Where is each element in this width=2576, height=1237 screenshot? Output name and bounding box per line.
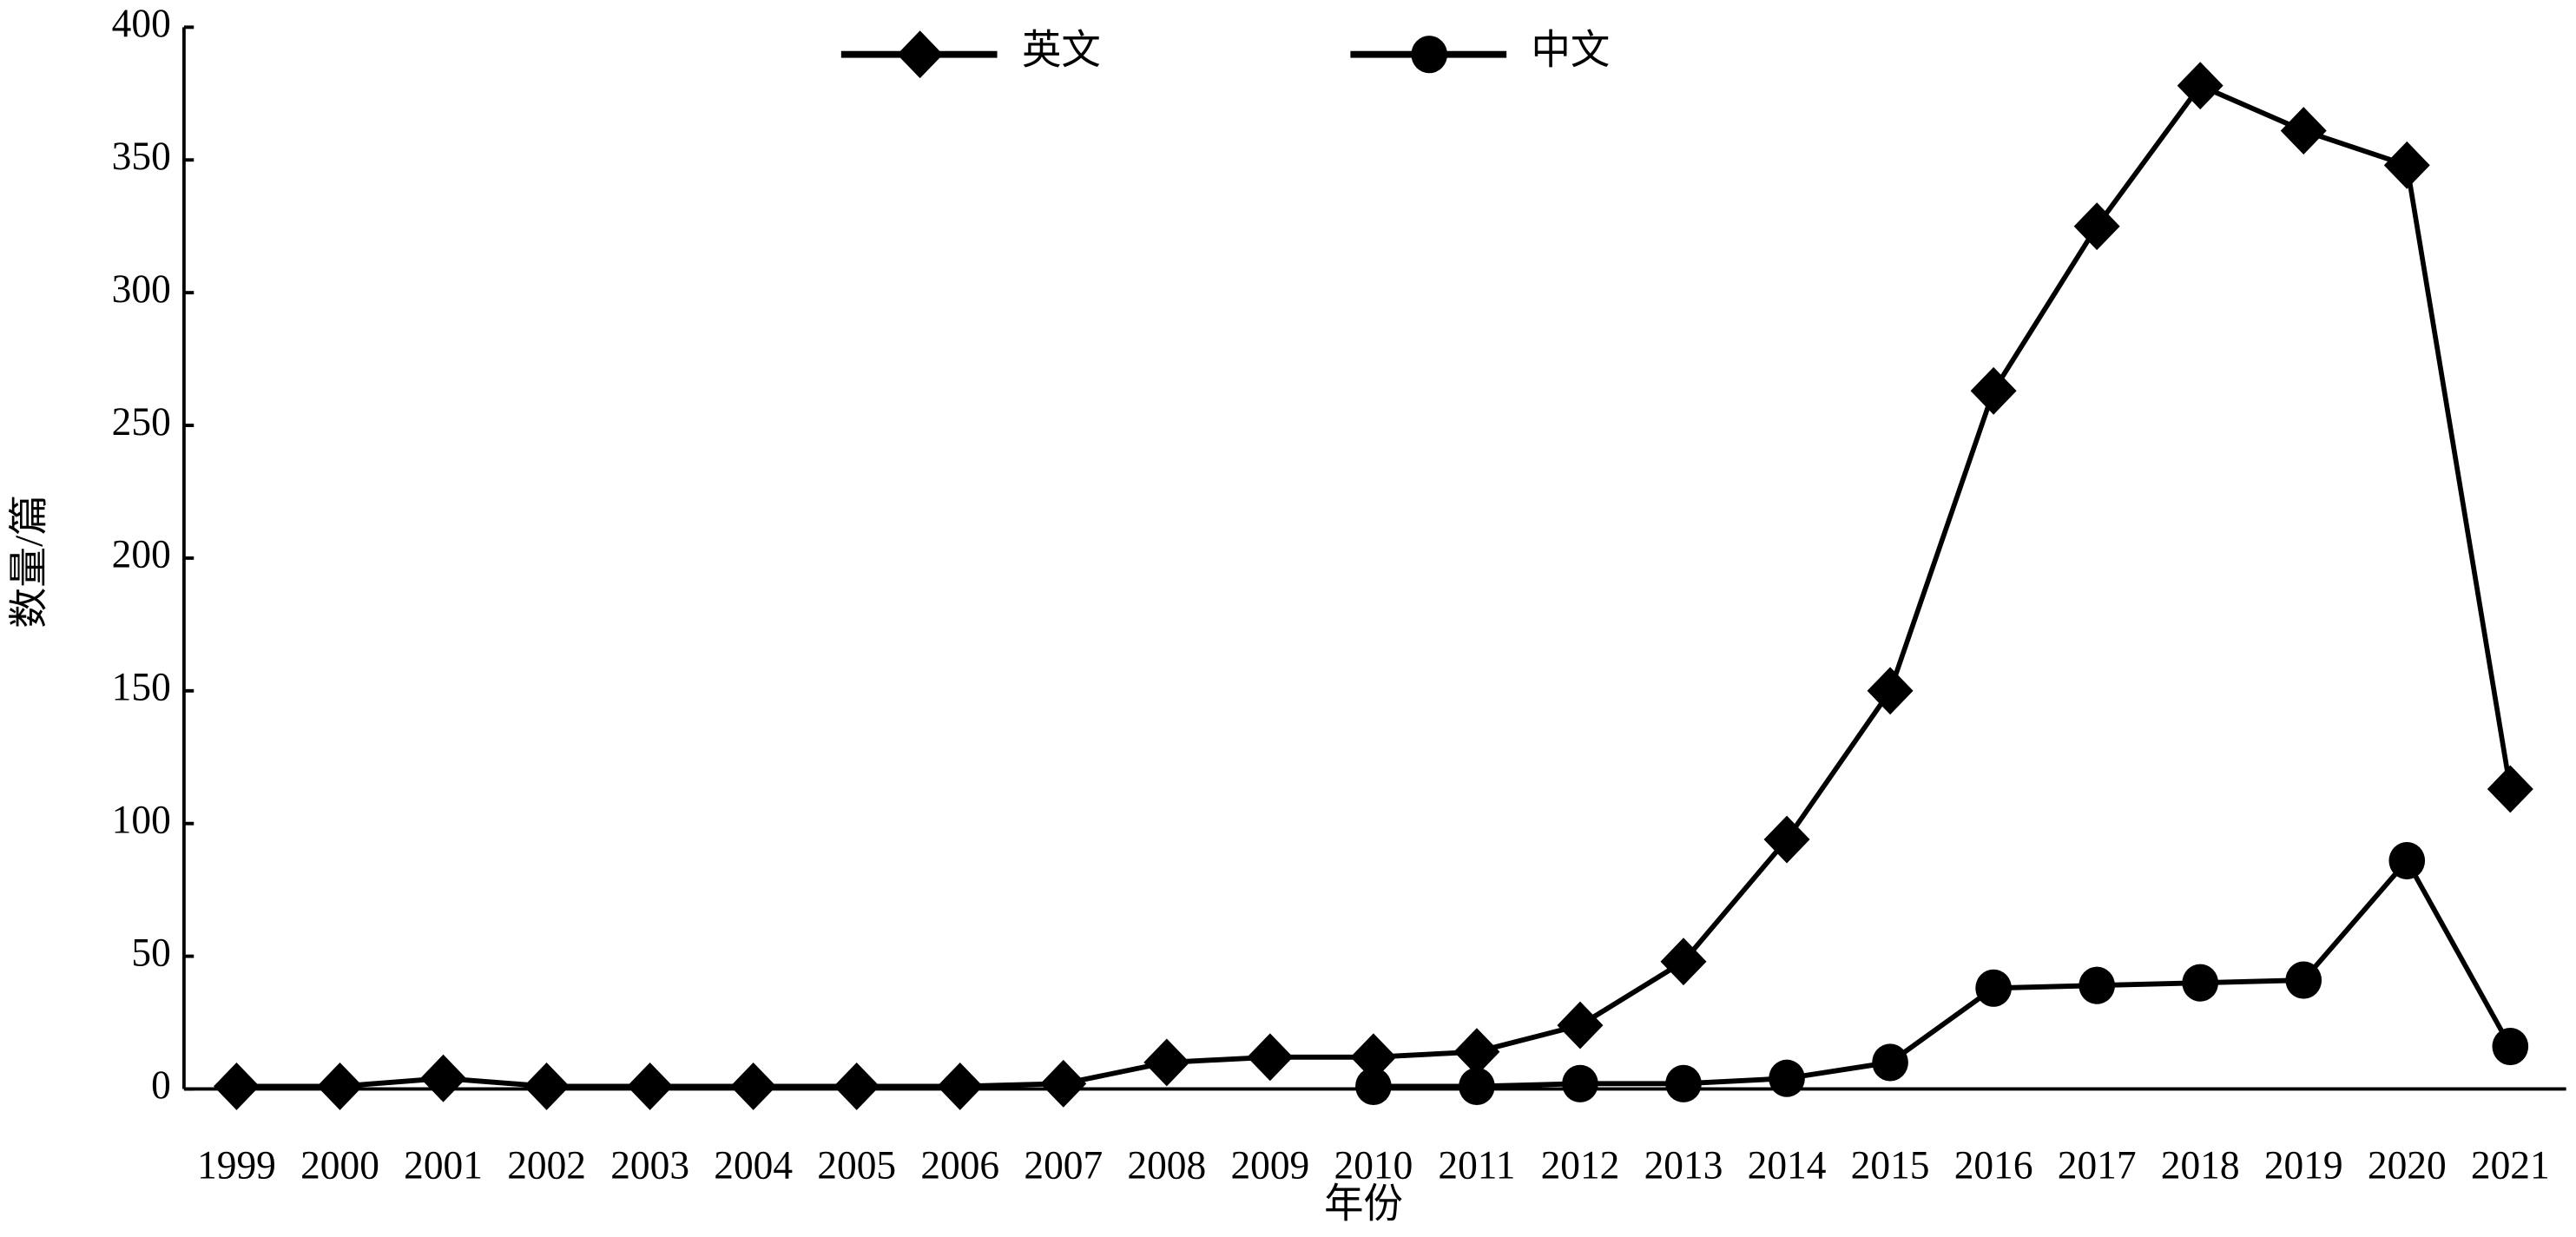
y-tick-label: 150 [112, 664, 171, 709]
x-tick-label: 2014 [1748, 1142, 1827, 1188]
data-point [1763, 815, 1810, 864]
data-point [213, 1062, 260, 1110]
data-point [1040, 1059, 1087, 1108]
data-point [1872, 1043, 1908, 1082]
legend-label: 英文 [1022, 28, 1101, 73]
data-point [420, 1054, 467, 1102]
x-tick-label: 2006 [920, 1142, 999, 1188]
x-tick-label: 2005 [817, 1142, 896, 1188]
data-point [2285, 961, 2322, 999]
x-tick-label: 2012 [1541, 1142, 1620, 1188]
data-point [2182, 964, 2219, 1002]
y-tick-label: 300 [112, 266, 171, 311]
data-point [2073, 202, 2120, 251]
x-tick-label: 2010 [1334, 1142, 1413, 1188]
y-tick-label: 250 [112, 398, 171, 444]
data-point [1355, 1067, 1392, 1105]
x-tick-label: 2002 [507, 1142, 586, 1188]
data-point [2487, 765, 2533, 813]
data-point [2079, 966, 2115, 1004]
data-point [1970, 366, 2017, 415]
series-line [1373, 856, 2513, 1089]
x-tick-label: 2009 [1230, 1142, 1309, 1188]
series-line [236, 82, 2513, 1089]
y-tick-label: 100 [112, 797, 171, 842]
data-point [937, 1062, 984, 1110]
data-point [730, 1062, 777, 1110]
y-axis-label: 数量/篇 [7, 495, 50, 628]
legend-marker [1411, 36, 1448, 74]
data-point [627, 1062, 674, 1110]
x-tick-label: 2007 [1024, 1142, 1103, 1188]
x-tick-label: 2018 [2161, 1142, 2240, 1188]
x-tick-label: 2003 [610, 1142, 689, 1188]
x-tick-label: 2020 [2368, 1142, 2447, 1188]
data-point [2388, 841, 2426, 880]
data-point [1350, 1033, 1397, 1082]
x-tick-label: 2021 [2471, 1142, 2550, 1188]
x-tick-label: 2011 [1438, 1142, 1515, 1188]
y-tick-label: 350 [112, 133, 171, 178]
y-tick-label: 200 [112, 531, 171, 576]
data-point [1143, 1038, 1190, 1087]
x-tick-label: 2013 [1644, 1142, 1723, 1188]
data-point [1769, 1059, 1805, 1097]
x-tick-label: 2017 [2058, 1142, 2137, 1188]
x-tick-label: 2019 [2264, 1142, 2343, 1188]
x-axis-label: 年份 [1324, 1181, 1403, 1227]
data-point [1665, 1064, 1702, 1102]
data-point [2383, 141, 2430, 189]
data-point [524, 1062, 570, 1110]
data-point [1459, 1067, 1495, 1105]
x-tick-label: 2000 [300, 1142, 379, 1188]
x-tick-label: 2008 [1127, 1142, 1206, 1188]
data-point [1557, 1001, 1604, 1049]
data-point [317, 1062, 364, 1110]
legend-label: 中文 [1532, 28, 1611, 73]
data-point [1867, 667, 1914, 715]
data-point [2177, 62, 2224, 110]
x-tick-label: 2004 [714, 1142, 793, 1188]
y-tick-label: 400 [112, 0, 171, 45]
data-point [1453, 1028, 1500, 1076]
data-point [833, 1062, 880, 1110]
x-tick-label: 2015 [1851, 1142, 1930, 1188]
data-point [2492, 1027, 2529, 1066]
legend-marker [897, 30, 944, 79]
data-point [1247, 1033, 1294, 1082]
data-point [1562, 1064, 1598, 1102]
y-tick-label: 50 [131, 930, 170, 975]
data-point [2280, 107, 2327, 155]
x-tick-label: 2016 [1954, 1142, 2033, 1188]
y-tick-label: 0 [151, 1063, 171, 1108]
x-tick-label: 1999 [197, 1142, 276, 1188]
x-tick-label: 2001 [404, 1142, 483, 1188]
data-point [1975, 969, 2012, 1007]
